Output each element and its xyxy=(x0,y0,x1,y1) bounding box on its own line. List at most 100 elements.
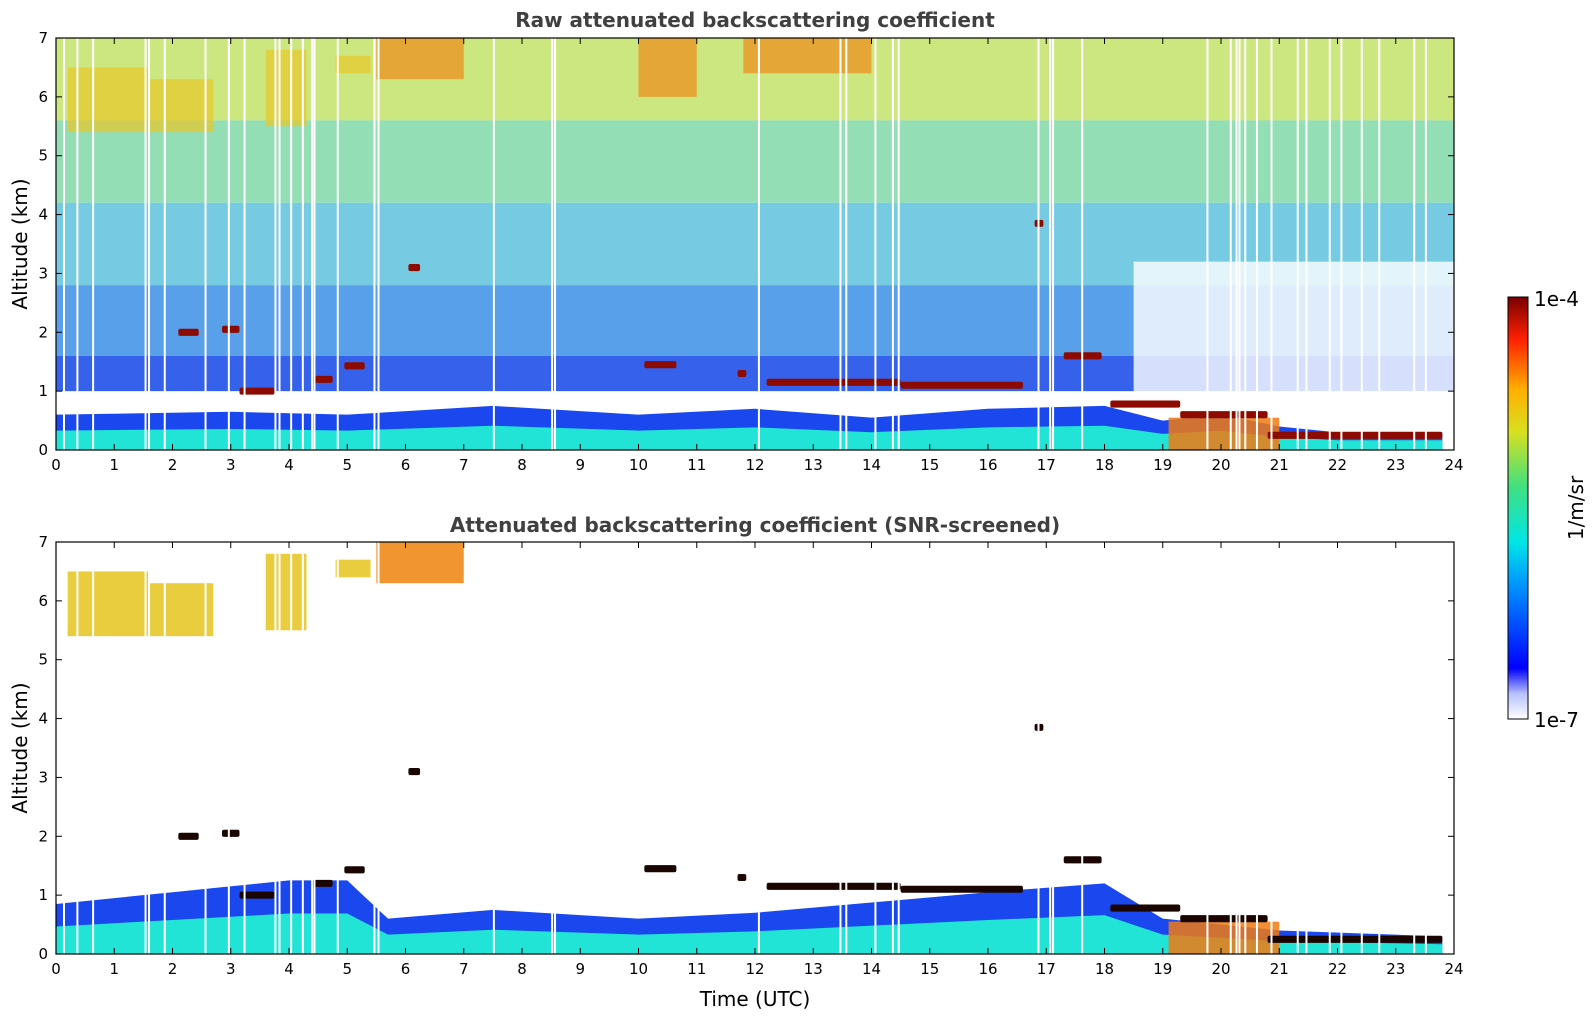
missing-profile xyxy=(1255,542,1258,954)
missing-profile xyxy=(1328,38,1331,450)
x-tick-label: 23 xyxy=(1386,456,1405,474)
boundary-layer-core xyxy=(56,425,1443,450)
x-tick-label: 17 xyxy=(1037,960,1056,978)
missing-profile xyxy=(243,38,246,450)
missing-profile xyxy=(1049,542,1052,954)
boundary-layer xyxy=(56,405,1443,450)
x-tick-label: 6 xyxy=(401,960,411,978)
missing-profile xyxy=(311,38,314,450)
cloud-layer xyxy=(1110,904,1181,912)
missing-profile xyxy=(1255,38,1258,450)
missing-profile xyxy=(1049,38,1052,450)
x-tick-label: 23 xyxy=(1386,960,1405,978)
x-tick-label: 22 xyxy=(1328,456,1347,474)
x-axis-ticks: 0 1 2 3 4 5 6 7 8 9 10 11 12 13 14 15 16 17 18 19 20 21 22 23 24 xyxy=(51,38,1464,474)
missing-profile xyxy=(1340,38,1343,450)
missing-profile xyxy=(492,542,495,954)
cloud-layer xyxy=(900,381,1023,389)
colorbar-max-label: 1e-4 xyxy=(1534,287,1579,311)
missing-profile xyxy=(1424,542,1427,954)
x-tick-label: 5 xyxy=(342,456,352,474)
x-tick-label: 9 xyxy=(575,960,585,978)
cloud-layers xyxy=(178,723,1443,943)
x-tick-label: 12 xyxy=(745,960,764,978)
cloud-layer xyxy=(1267,935,1443,943)
colorbar-min-label: 1e-7 xyxy=(1534,708,1579,732)
cloud-layer xyxy=(222,325,240,333)
missing-profile xyxy=(1052,542,1055,954)
aerosol-layer xyxy=(335,559,371,578)
missing-profile xyxy=(1296,38,1299,450)
y-tick-label: 7 xyxy=(38,533,48,551)
y-tick-label: 3 xyxy=(38,264,48,282)
missing-profile xyxy=(336,38,339,450)
cloud-layer xyxy=(644,865,677,873)
missing-profile xyxy=(336,542,339,954)
aerosol-layer xyxy=(149,79,214,133)
x-tick-label: 9 xyxy=(575,456,585,474)
missing-profile xyxy=(274,38,277,450)
cloud-layer xyxy=(737,369,747,378)
aerosol-layer xyxy=(743,38,872,74)
x-tick-label: 4 xyxy=(284,456,294,474)
missing-profile xyxy=(1340,542,1343,954)
x-tick-label: 8 xyxy=(517,456,527,474)
missing-profile xyxy=(243,542,246,954)
y-tick-label: 7 xyxy=(38,29,48,47)
x-tick-label: 20 xyxy=(1211,960,1230,978)
missing-profile xyxy=(144,38,147,450)
missing-profile xyxy=(554,38,557,450)
cloud-layer xyxy=(344,866,365,874)
panel-screened-xlabel: Time (UTC) xyxy=(699,987,811,1011)
x-tick-label: 16 xyxy=(978,960,997,978)
missing-profile xyxy=(1378,542,1381,954)
missing-profile xyxy=(163,542,166,954)
missing-profile xyxy=(313,38,316,450)
missing-profile xyxy=(1413,38,1416,450)
missing-profile xyxy=(845,38,848,450)
x-tick-label: 1 xyxy=(109,456,119,474)
missing-profile xyxy=(897,542,900,954)
missing-profile xyxy=(891,542,894,954)
noise-band xyxy=(56,120,1454,203)
missing-profile xyxy=(163,38,166,450)
x-tick-label: 24 xyxy=(1444,960,1463,978)
cloud-layer xyxy=(1267,431,1443,439)
y-tick-label: 6 xyxy=(38,88,48,106)
missing-profile xyxy=(274,542,277,954)
missing-profile xyxy=(76,38,79,450)
missing-profile xyxy=(377,38,380,450)
missing-profile xyxy=(373,38,376,450)
cloud-layer xyxy=(312,375,333,383)
missing-profile xyxy=(1305,38,1308,450)
missing-profile xyxy=(897,38,900,450)
cloud-layer xyxy=(1110,400,1181,408)
x-tick-label: 17 xyxy=(1037,456,1056,474)
missing-profile xyxy=(1360,542,1363,954)
x-tick-label: 21 xyxy=(1270,960,1289,978)
missing-profile xyxy=(1037,38,1040,450)
missing-profile xyxy=(1360,38,1363,450)
x-tick-label: 2 xyxy=(168,960,178,978)
missing-profile xyxy=(757,542,760,954)
boundary-layer xyxy=(56,880,1443,954)
x-tick-label: 19 xyxy=(1153,960,1172,978)
missing-profile xyxy=(554,542,557,954)
cloud-layer xyxy=(178,832,199,840)
y-tick-label: 6 xyxy=(38,592,48,610)
cloud-layer xyxy=(766,378,901,386)
missing-profile xyxy=(845,542,848,954)
x-tick-label: 5 xyxy=(342,960,352,978)
aerosol-layer xyxy=(149,583,214,637)
panel-raw-ylabel: Altitude (km) xyxy=(8,178,32,309)
x-tick-label: 16 xyxy=(978,456,997,474)
missing-profile xyxy=(1238,38,1241,450)
x-tick-label: 10 xyxy=(629,960,648,978)
boundary-layer-core xyxy=(56,913,1443,954)
y-axis-ticks: 0 1 2 3 4 5 6 7 xyxy=(38,533,1454,963)
missing-profile xyxy=(1206,542,1209,954)
missing-profile xyxy=(1378,38,1381,450)
cloud-layer xyxy=(408,264,421,272)
colorbar: 1e-4 1e-7 1/m/sr xyxy=(1507,287,1588,732)
